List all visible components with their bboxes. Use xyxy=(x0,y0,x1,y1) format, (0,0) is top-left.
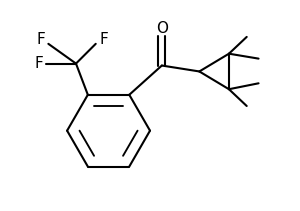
Text: F: F xyxy=(36,32,45,47)
Text: F: F xyxy=(99,32,108,47)
Text: F: F xyxy=(34,56,43,71)
Text: O: O xyxy=(156,20,168,35)
